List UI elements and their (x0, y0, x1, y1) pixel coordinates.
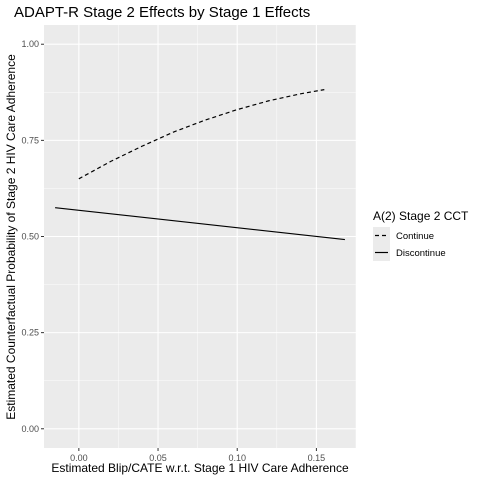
y-tick-label: 0.75 (21, 135, 39, 145)
y-axis-label: Estimated Counterfactual Probability of … (4, 54, 18, 420)
x-axis-ticks: 0.00 0.05 0.10 0.15 (70, 448, 325, 463)
series-line-continue (78, 89, 325, 180)
series-line-discontinue (55, 207, 345, 241)
x-tick-label: 0.00 (70, 453, 88, 463)
legend: A(2) Stage 2 CCT Continue Discontinue (373, 209, 469, 261)
legend-label-discontinue: Discontinue (396, 248, 446, 259)
y-tick-label: 0.25 (21, 328, 39, 338)
x-tick-label: 0.15 (308, 453, 326, 463)
legend-key-continue (373, 227, 390, 244)
x-tick-label: 0.10 (228, 453, 246, 463)
legend-items: Continue Discontinue (373, 227, 446, 261)
x-tick-label: 0.05 (149, 453, 167, 463)
x-axis-label: Estimated Blip/CATE w.r.t. Stage 1 HIV C… (51, 461, 349, 475)
y-axis-ticks: 0.00 0.25 0.50 0.75 1.00 (21, 39, 44, 434)
y-tick-label: 0.50 (21, 232, 39, 242)
chart-title: ADAPT-R Stage 2 Effects by Stage 1 Effec… (14, 4, 310, 21)
y-tick-label: 0.00 (21, 424, 39, 434)
y-tick-label: 1.00 (21, 39, 39, 49)
legend-title: A(2) Stage 2 CCT (373, 209, 469, 223)
legend-label-continue: Continue (396, 231, 434, 242)
series-layer (55, 89, 345, 241)
